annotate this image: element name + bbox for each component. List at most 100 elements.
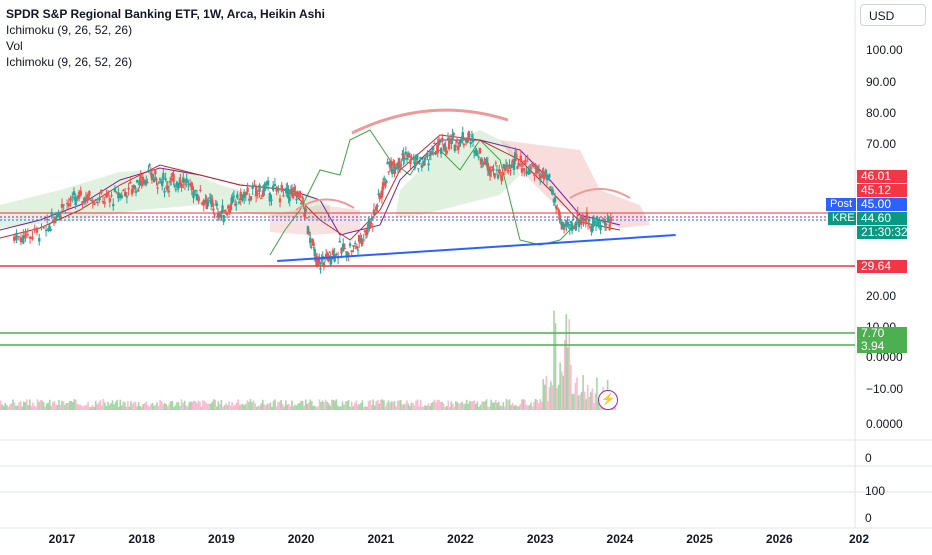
candle-body bbox=[215, 203, 219, 207]
volume-bar bbox=[478, 406, 480, 410]
candle-body bbox=[134, 190, 138, 193]
candle-body bbox=[15, 232, 18, 241]
legend-indicator-vol[interactable]: Vol bbox=[6, 39, 23, 53]
candle-body bbox=[45, 219, 49, 221]
volume-bar bbox=[352, 406, 355, 410]
candle-body bbox=[83, 197, 86, 202]
candle-body bbox=[64, 212, 67, 214]
volume-bar bbox=[111, 400, 114, 410]
candle-body bbox=[55, 217, 58, 221]
candle-body bbox=[452, 132, 455, 136]
candle-body bbox=[348, 243, 352, 247]
candle-body bbox=[222, 214, 225, 223]
candle-body bbox=[175, 181, 179, 188]
candle-body bbox=[108, 198, 112, 203]
legend-indicator-ichimoku-2[interactable]: Ichimoku (9, 26, 52, 26) bbox=[6, 55, 133, 69]
candle-body bbox=[76, 198, 79, 200]
lightning-icon[interactable]: ⚡ bbox=[598, 390, 618, 410]
volume-bar bbox=[534, 399, 537, 410]
volume-bar bbox=[87, 402, 89, 410]
volume-bar bbox=[510, 405, 512, 410]
volume-bar bbox=[288, 403, 290, 410]
candle-body bbox=[277, 188, 280, 192]
candle-body bbox=[58, 212, 61, 219]
candle-body bbox=[453, 144, 457, 151]
candle-body bbox=[413, 162, 417, 169]
volume-bar bbox=[465, 399, 468, 410]
volume-bar bbox=[24, 402, 27, 410]
volume-bar bbox=[314, 405, 316, 410]
volume-bar bbox=[498, 401, 500, 410]
candle-body bbox=[558, 211, 561, 221]
volume-bar bbox=[203, 400, 206, 410]
volume-bar bbox=[462, 403, 465, 410]
volume-bar bbox=[494, 400, 497, 410]
volume-bar bbox=[540, 401, 543, 410]
candle-body bbox=[446, 138, 450, 140]
candle-body bbox=[180, 183, 183, 188]
volume-bar bbox=[301, 401, 304, 410]
volume-bar bbox=[62, 401, 65, 410]
volume-bar bbox=[565, 314, 568, 410]
volume-bar bbox=[85, 404, 88, 410]
candle-body bbox=[469, 142, 472, 145]
candle-body bbox=[370, 217, 373, 220]
volume-bar bbox=[548, 387, 551, 410]
volume-bar bbox=[240, 403, 243, 410]
candle-body bbox=[495, 169, 499, 171]
volume-bar bbox=[341, 401, 344, 410]
volume-bar bbox=[21, 406, 23, 410]
candle-body bbox=[356, 249, 360, 251]
volume-bar bbox=[32, 402, 34, 410]
candle-body bbox=[294, 191, 297, 195]
candle-body bbox=[165, 185, 168, 190]
volume-bar bbox=[401, 404, 404, 410]
candle-body bbox=[583, 218, 586, 220]
currency-button[interactable]: USD bbox=[860, 4, 926, 26]
candle-body bbox=[298, 191, 302, 198]
candle-body bbox=[509, 170, 512, 172]
legend-indicator-ichimoku-1[interactable]: Ichimoku (9, 26, 52, 26) bbox=[6, 23, 133, 37]
volume-bar bbox=[102, 399, 105, 410]
candle-body bbox=[138, 180, 141, 186]
volume-bar bbox=[380, 399, 382, 410]
volume-bar bbox=[281, 404, 284, 410]
candle-body bbox=[231, 196, 234, 203]
candle-body bbox=[33, 228, 36, 231]
candle-body bbox=[173, 184, 176, 187]
volume-bar bbox=[311, 401, 313, 410]
volume-bar bbox=[438, 399, 440, 410]
candle-body bbox=[260, 197, 263, 199]
candle-body bbox=[133, 185, 137, 188]
volume-bar bbox=[120, 405, 123, 410]
volume-bar bbox=[124, 402, 126, 410]
volume-bar bbox=[435, 402, 437, 410]
volume-bar bbox=[52, 402, 54, 410]
volume-bar bbox=[263, 404, 266, 410]
volume-bar bbox=[297, 403, 299, 410]
candle-body bbox=[606, 218, 609, 220]
volume-bar bbox=[511, 402, 514, 410]
volume-bar bbox=[45, 403, 48, 410]
volume-bar bbox=[170, 401, 172, 410]
candle-body bbox=[235, 203, 238, 206]
candle-body bbox=[146, 182, 149, 184]
volume-bar bbox=[557, 384, 560, 410]
candle-body bbox=[589, 226, 592, 229]
volume-bar bbox=[171, 401, 174, 410]
candle-body bbox=[340, 247, 343, 254]
candle-body bbox=[586, 222, 590, 224]
volume-bar bbox=[432, 401, 434, 410]
candle-body bbox=[546, 179, 550, 181]
volume-bar bbox=[258, 405, 261, 410]
candle-body bbox=[202, 200, 205, 206]
volume-bar bbox=[542, 378, 545, 410]
volume-bar bbox=[343, 404, 345, 410]
candle-body bbox=[239, 192, 242, 201]
volume-bar bbox=[114, 401, 117, 410]
candle-body bbox=[166, 186, 170, 188]
volume-bar bbox=[160, 400, 163, 410]
candle-body bbox=[266, 180, 270, 186]
